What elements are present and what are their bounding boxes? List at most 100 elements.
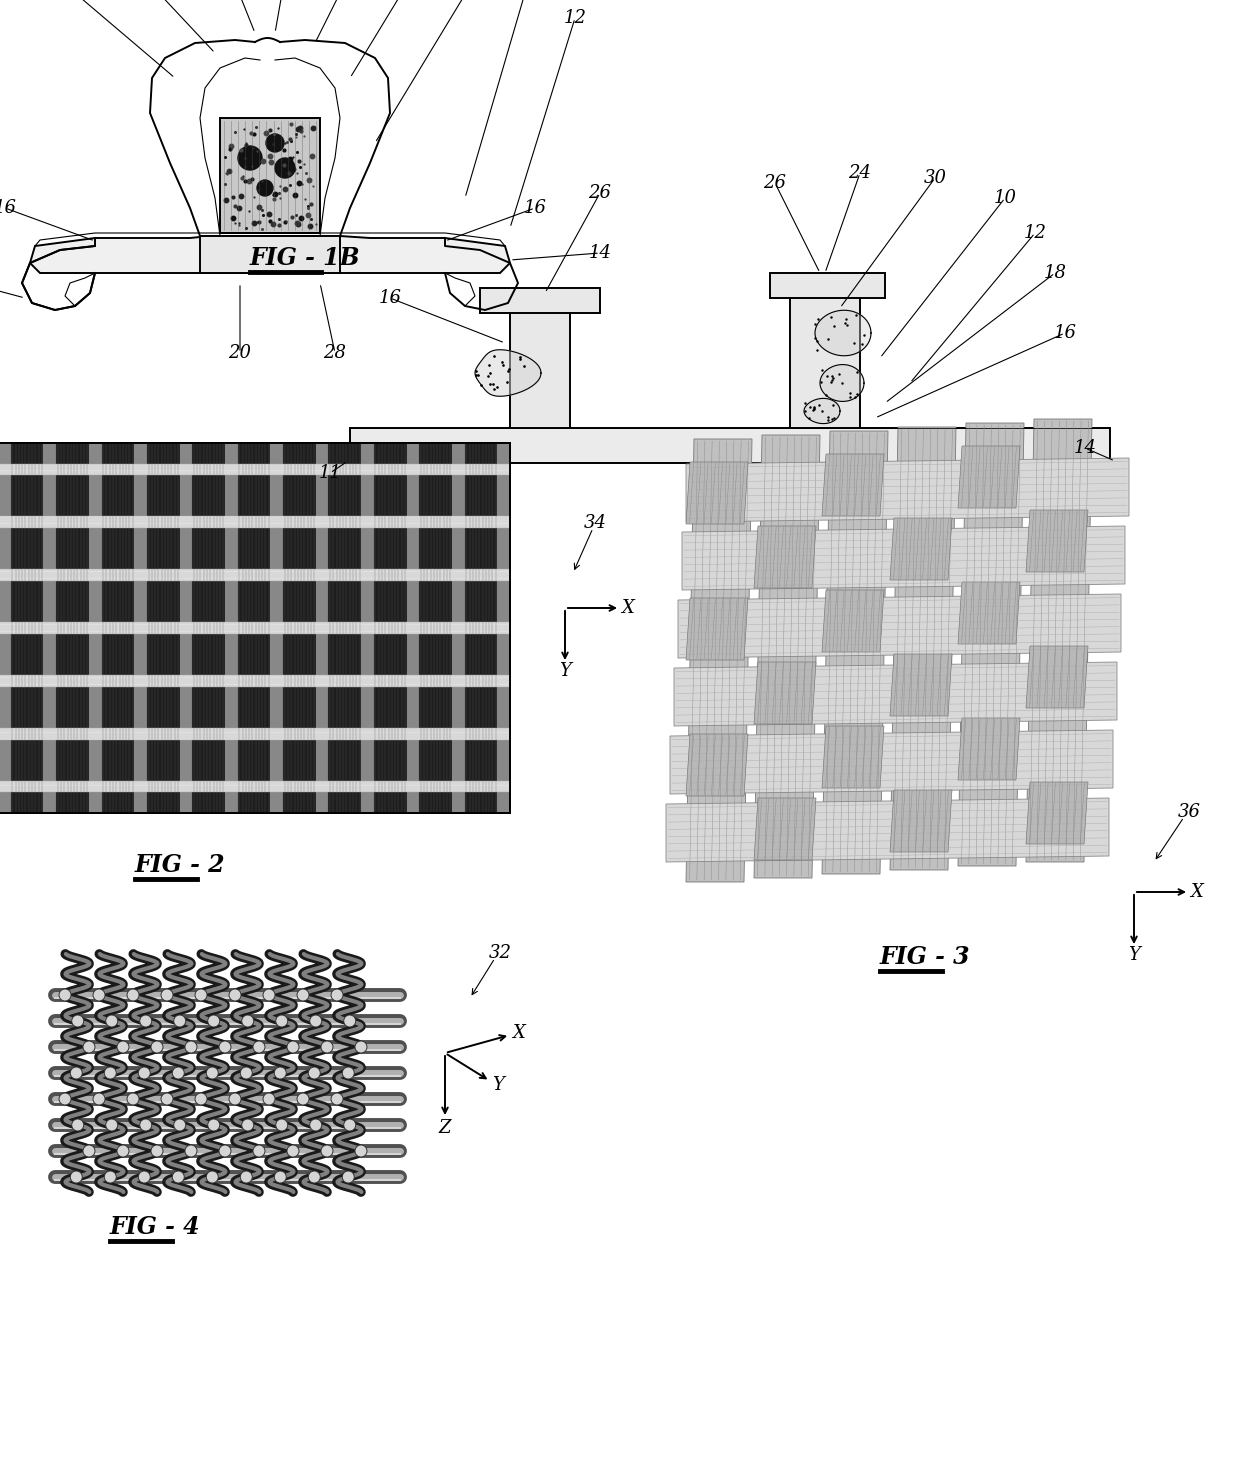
Polygon shape: [959, 446, 1021, 508]
Polygon shape: [675, 662, 1117, 727]
Bar: [146, 443, 180, 813]
Text: 14: 14: [589, 244, 611, 261]
Text: Y: Y: [559, 662, 570, 680]
Polygon shape: [1025, 646, 1087, 708]
Text: 30: 30: [924, 169, 946, 186]
Circle shape: [206, 1171, 218, 1183]
Polygon shape: [822, 590, 884, 652]
Bar: [0, 443, 510, 813]
Circle shape: [208, 1119, 219, 1130]
Text: 24: 24: [848, 164, 872, 182]
Text: 26: 26: [589, 184, 611, 203]
Circle shape: [104, 1067, 117, 1079]
Text: FIG - 3: FIG - 3: [880, 945, 971, 969]
Polygon shape: [686, 439, 751, 882]
Polygon shape: [666, 799, 1109, 862]
Bar: [0, 443, 510, 813]
Bar: [480, 288, 600, 313]
Text: FIG - 4: FIG - 4: [110, 1216, 201, 1239]
Bar: [134, 443, 146, 813]
Circle shape: [126, 989, 139, 1001]
Bar: [407, 443, 419, 813]
Bar: [192, 443, 224, 813]
Circle shape: [185, 1145, 197, 1157]
Polygon shape: [959, 581, 1021, 644]
Circle shape: [310, 1119, 321, 1130]
Circle shape: [309, 1067, 320, 1079]
Circle shape: [241, 1067, 252, 1079]
Circle shape: [219, 1145, 231, 1157]
Text: X: X: [512, 1025, 526, 1042]
Polygon shape: [822, 454, 884, 515]
Circle shape: [172, 1067, 185, 1079]
Polygon shape: [1025, 782, 1087, 844]
Circle shape: [185, 1041, 197, 1053]
Circle shape: [275, 159, 295, 178]
Circle shape: [298, 989, 309, 1001]
Circle shape: [206, 1067, 218, 1079]
Circle shape: [208, 1014, 219, 1028]
Polygon shape: [890, 518, 952, 580]
Text: 32: 32: [489, 944, 511, 962]
Circle shape: [355, 1041, 367, 1053]
Circle shape: [195, 1094, 207, 1105]
Text: 12: 12: [1023, 225, 1047, 242]
Circle shape: [60, 1094, 71, 1105]
Circle shape: [172, 1171, 185, 1183]
Circle shape: [241, 1171, 252, 1183]
Circle shape: [342, 1171, 355, 1183]
Polygon shape: [754, 662, 816, 724]
Circle shape: [331, 1094, 343, 1105]
Text: X: X: [621, 599, 635, 617]
Polygon shape: [804, 398, 839, 424]
Circle shape: [309, 1171, 320, 1183]
Circle shape: [342, 1067, 355, 1079]
Polygon shape: [820, 364, 864, 401]
Polygon shape: [754, 526, 816, 589]
Bar: [350, 429, 1110, 462]
Text: 26: 26: [764, 175, 786, 192]
Bar: [770, 273, 885, 298]
Bar: [0, 781, 510, 793]
Circle shape: [161, 989, 174, 1001]
Text: 11: 11: [319, 464, 341, 482]
Text: 10: 10: [993, 189, 1017, 207]
Text: 16: 16: [378, 289, 402, 307]
Text: FIG - 2: FIG - 2: [135, 853, 226, 876]
Circle shape: [117, 1145, 129, 1157]
Bar: [11, 443, 43, 813]
Circle shape: [343, 1014, 356, 1028]
Bar: [316, 443, 329, 813]
Circle shape: [93, 1094, 105, 1105]
Circle shape: [263, 989, 275, 1001]
Circle shape: [331, 989, 343, 1001]
Circle shape: [151, 1145, 162, 1157]
Circle shape: [286, 1145, 299, 1157]
Polygon shape: [686, 597, 748, 661]
Polygon shape: [670, 730, 1114, 794]
Circle shape: [310, 1014, 321, 1028]
Circle shape: [139, 1171, 150, 1183]
Text: 12: 12: [563, 9, 587, 26]
Polygon shape: [200, 236, 340, 273]
Polygon shape: [1025, 509, 1087, 573]
Text: 34: 34: [584, 514, 606, 531]
Polygon shape: [682, 526, 1125, 590]
Circle shape: [219, 1041, 231, 1053]
Text: 16: 16: [0, 200, 16, 217]
Polygon shape: [959, 718, 1021, 780]
Circle shape: [83, 1145, 95, 1157]
Circle shape: [140, 1119, 151, 1130]
Polygon shape: [890, 655, 952, 716]
Text: 16: 16: [523, 200, 547, 217]
Text: 18: 18: [1044, 264, 1066, 282]
Text: X: X: [1190, 882, 1204, 901]
Bar: [329, 443, 361, 813]
Circle shape: [355, 1145, 367, 1157]
Circle shape: [274, 1067, 286, 1079]
Circle shape: [275, 1119, 288, 1130]
Text: 20: 20: [228, 344, 252, 363]
Circle shape: [238, 145, 262, 170]
Polygon shape: [822, 727, 884, 788]
Text: 28: 28: [324, 344, 346, 363]
